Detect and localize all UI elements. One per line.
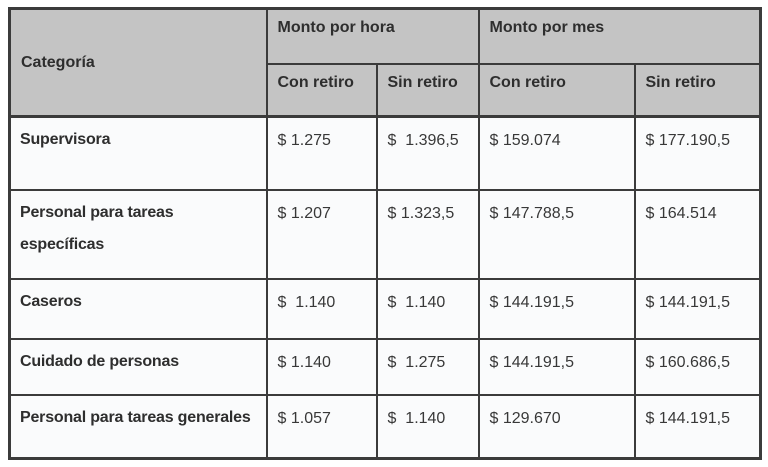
- value-cell-hora-con-retiro: $ 1.140: [265, 277, 378, 340]
- header-sub-row: Con retiro Sin retiro Con retiro Sin ret…: [10, 62, 762, 118]
- table-row: Cuidado de personas $ 1.140 $ 1.275 $ 14…: [8, 337, 762, 396]
- value-cell-mes-con-retiro: $ 159.074: [477, 115, 636, 191]
- table-row: Supervisora $ 1.275 $ 1.396,5 $ 159.074 …: [8, 115, 762, 191]
- value-cell-mes-con-retiro: $ 144.191,5: [477, 337, 636, 396]
- value-cell-hora-sin-retiro: $ 1.140: [375, 393, 480, 460]
- value-cell-mes-sin-retiro: $ 160.686,5: [633, 337, 762, 396]
- value-cell-mes-sin-retiro: $ 144.191,5: [633, 393, 762, 460]
- value-cell-hora-con-retiro: $ 1.275: [265, 115, 378, 191]
- table-row: Caseros $ 1.140 $ 1.140 $ 144.191,5 $ 14…: [8, 277, 762, 340]
- value-cell-mes-sin-retiro: $ 177.190,5: [633, 115, 762, 191]
- column-subheader-mes-con-retiro: Con retiro: [477, 62, 636, 118]
- value-cell-mes-sin-retiro: $ 144.191,5: [633, 277, 762, 340]
- salary-table: Categoría Monto por hora Monto por mes C…: [8, 7, 763, 460]
- table-body: Supervisora $ 1.275 $ 1.396,5 $ 159.074 …: [8, 115, 762, 460]
- table-header: Categoría Monto por hora Monto por mes C…: [8, 7, 762, 118]
- category-cell: Caseros: [8, 277, 268, 340]
- column-subheader-mes-sin-retiro: Sin retiro: [633, 62, 762, 118]
- value-cell-hora-con-retiro: $ 1.057: [265, 393, 378, 460]
- column-header-categoria: Categoría: [8, 7, 268, 118]
- value-cell-hora-con-retiro: $ 1.207: [265, 188, 378, 280]
- table-row: Personal para tareas específicas $ 1.207…: [8, 188, 762, 280]
- value-cell-hora-sin-retiro: $ 1.275: [375, 337, 480, 396]
- category-cell: Personal para tareas específicas: [8, 188, 268, 280]
- value-cell-mes-con-retiro: $ 129.670: [477, 393, 636, 460]
- column-subheader-hora-sin-retiro: Sin retiro: [375, 62, 480, 118]
- column-group-monto-por-mes: Monto por mes: [477, 7, 762, 65]
- column-group-monto-por-hora: Monto por hora: [265, 7, 480, 65]
- value-cell-mes-con-retiro: $ 147.788,5: [477, 188, 636, 280]
- category-cell: Personal para tareas generales: [8, 393, 268, 460]
- value-cell-hora-sin-retiro: $ 1.323,5: [375, 188, 480, 280]
- value-cell-hora-con-retiro: $ 1.140: [265, 337, 378, 396]
- value-cell-hora-sin-retiro: $ 1.140: [375, 277, 480, 340]
- column-subheader-hora-con-retiro: Con retiro: [265, 62, 378, 118]
- value-cell-hora-sin-retiro: $ 1.396,5: [375, 115, 480, 191]
- value-cell-mes-sin-retiro: $ 164.514: [633, 188, 762, 280]
- table-row: Personal para tareas generales $ 1.057 $…: [8, 393, 762, 460]
- value-cell-mes-con-retiro: $ 144.191,5: [477, 277, 636, 340]
- header-group-row: Categoría Monto por hora Monto por mes: [8, 7, 762, 118]
- category-cell: Supervisora: [8, 115, 268, 191]
- category-cell: Cuidado de personas: [8, 337, 268, 396]
